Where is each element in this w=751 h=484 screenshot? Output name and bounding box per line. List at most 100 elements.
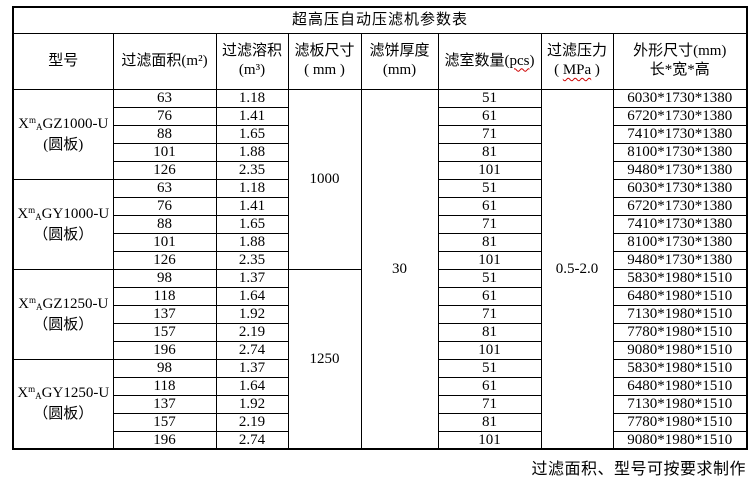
table-row: 76 1.41 61 6720*1730*1380 (13, 106, 748, 126)
dimensions-cell: 9080*1980*1510 (612, 340, 748, 360)
filter-area-cell: 98 (112, 268, 217, 288)
filter-area-cell: 157 (112, 412, 217, 432)
chamber-count-cell: 81 (437, 322, 542, 342)
model-base: X (18, 295, 29, 312)
filter-area-cell: 101 (112, 232, 217, 252)
header-pressure-unit-misspell: MPa (562, 62, 592, 78)
model-note: (圆板) (43, 136, 84, 153)
filter-volume-cell: 1.18 (215, 178, 289, 198)
model-superscript: m (28, 204, 36, 215)
header-cake-thickness-line1: 滤饼厚度 (369, 43, 430, 60)
table-title-row: 超高压自动压滤机参数表 (12, 6, 748, 34)
header-filter-volume-line2: (m³) (238, 62, 266, 78)
model-rest: GZ1250-U (42, 295, 109, 312)
filter-area-cell: 88 (112, 124, 217, 144)
filter-volume-cell: 1.64 (215, 286, 289, 306)
table-title: 超高压自动压滤机参数表 (12, 6, 748, 34)
model-name: XmAGZ1000-U (14, 114, 112, 133)
dimensions-cell: 7130*1980*1510 (612, 394, 748, 414)
model-base: X (18, 115, 29, 132)
model-rest: GZ1000-U (42, 115, 109, 132)
model-cell: XmAGY1000-U （圆板） (12, 178, 114, 270)
dimensions-cell: 5830*1980*1510 (612, 358, 748, 378)
dimensions-cell: 8100*1730*1380 (612, 232, 748, 252)
filter-volume-cell: 1.41 (215, 196, 289, 216)
header-filter-pressure: 过滤压力 ( MPa ) (540, 32, 614, 90)
header-chamber-count-text: 滤室数量( (444, 52, 510, 69)
filter-volume-cell: 1.92 (215, 394, 289, 414)
filter-area-cell: 118 (112, 286, 217, 306)
model-superscript: m (28, 384, 36, 395)
model-note: （圆板） (33, 226, 94, 243)
chamber-count-cell: 71 (437, 304, 542, 324)
filter-volume-cell: 1.41 (215, 106, 289, 126)
table-row: 101 1.88 81 8100*1730*1380 (13, 142, 748, 162)
filter-area-cell: 196 (112, 430, 217, 450)
header-filter-volume-line1: 过滤溶积 (221, 43, 282, 60)
model-cell: XmAGZ1000-U (圆板) (12, 88, 114, 180)
table-row: 126 2.35 101 9480*1730*1380 (13, 250, 748, 270)
header-cake-thickness-line2: (mm) (382, 62, 417, 78)
table-row: 196 2.74 101 9080*1980*1510 (13, 340, 748, 360)
dimensions-cell: 7410*1730*1380 (612, 214, 748, 234)
table-row: XmAGY1250-U （圆板） 98 1.37 51 5830*1980*15… (12, 358, 748, 450)
filter-volume-cell: 1.37 (215, 358, 289, 378)
dimensions-cell: 6030*1730*1380 (612, 178, 748, 198)
model-superscript: m (29, 114, 37, 125)
filter-area-cell: 101 (112, 142, 217, 162)
header-pressure-close: ) (591, 62, 600, 78)
dimensions-cell: 9480*1730*1380 (612, 250, 748, 270)
header-dimensions-line2: 长*宽*高 (649, 62, 710, 78)
header-chamber-count-close: ) (529, 52, 535, 69)
dimensions-cell: 7410*1730*1380 (612, 124, 748, 144)
header-filter-pressure-line2: ( MPa ) (542, 62, 612, 79)
footer-note: 过滤面积、型号可按要求制作 (531, 461, 746, 478)
table-row: 137 1.92 71 7130*1980*1510 (13, 304, 748, 324)
table-row: 157 2.19 81 7780*1980*1510 (13, 412, 748, 432)
filter-pressure-cell: 0.5-2.0 (540, 88, 614, 450)
filter-area-cell: 76 (112, 196, 217, 216)
dimensions-cell: 6720*1730*1380 (612, 106, 748, 126)
model-note: （圆板） (33, 316, 94, 333)
filter-area-cell: 88 (112, 214, 217, 234)
model-superscript: m (29, 294, 37, 305)
chamber-count-cell: 51 (437, 358, 542, 378)
model-name: XmAGY1250-U (14, 384, 112, 402)
dimensions-cell: 6480*1980*1510 (612, 286, 748, 306)
model-subscript: A (36, 121, 43, 132)
model-subscript: A (35, 391, 42, 402)
model-base: X (17, 205, 29, 222)
filter-area-cell: 137 (112, 304, 217, 324)
filter-volume-cell: 1.88 (215, 142, 289, 162)
model-rest: GY1000-U (41, 205, 110, 222)
chamber-count-cell: 71 (437, 394, 542, 414)
header-filter-volume: 过滤溶积 (m³) (215, 32, 289, 90)
chamber-count-cell: 61 (437, 286, 542, 306)
dimensions-cell: 6480*1980*1510 (612, 376, 748, 396)
header-chamber-count: 滤室数量(pcs) (437, 32, 542, 90)
table-row: XmAGZ1000-U (圆板) 63 1.18 1000 30 51 0.5-… (12, 88, 748, 450)
header-plate-size-line2: ( mm ) (304, 62, 345, 78)
model-subscript: A (36, 301, 43, 312)
plate-size-cell: 1000 (287, 88, 362, 270)
chamber-count-cell: 101 (437, 250, 542, 270)
dimensions-cell: 7130*1980*1510 (612, 304, 748, 324)
model-note: （圆板） (33, 406, 94, 423)
filter-volume-cell: 2.74 (215, 430, 289, 450)
chamber-count-cell: 71 (437, 124, 542, 144)
filter-area-cell: 137 (112, 394, 217, 414)
dimensions-cell: 7780*1980*1510 (612, 412, 748, 432)
filter-area-cell: 76 (112, 106, 217, 126)
dimensions-cell: 6030*1730*1380 (612, 88, 748, 108)
filter-volume-cell: 1.65 (215, 124, 289, 144)
model-name: XmAGY1000-U (14, 204, 112, 223)
header-pressure-open: ( (554, 62, 563, 78)
dimensions-cell: 7780*1980*1510 (612, 322, 748, 342)
header-dimensions: 外形尺寸(mm) 长*宽*高 (612, 32, 748, 90)
cake-thickness-cell: 30 (360, 88, 439, 450)
filter-volume-cell: 1.65 (215, 214, 289, 234)
filter-volume-cell: 1.18 (215, 88, 289, 108)
header-model: 型号 (12, 32, 114, 90)
chamber-count-cell: 81 (437, 142, 542, 162)
